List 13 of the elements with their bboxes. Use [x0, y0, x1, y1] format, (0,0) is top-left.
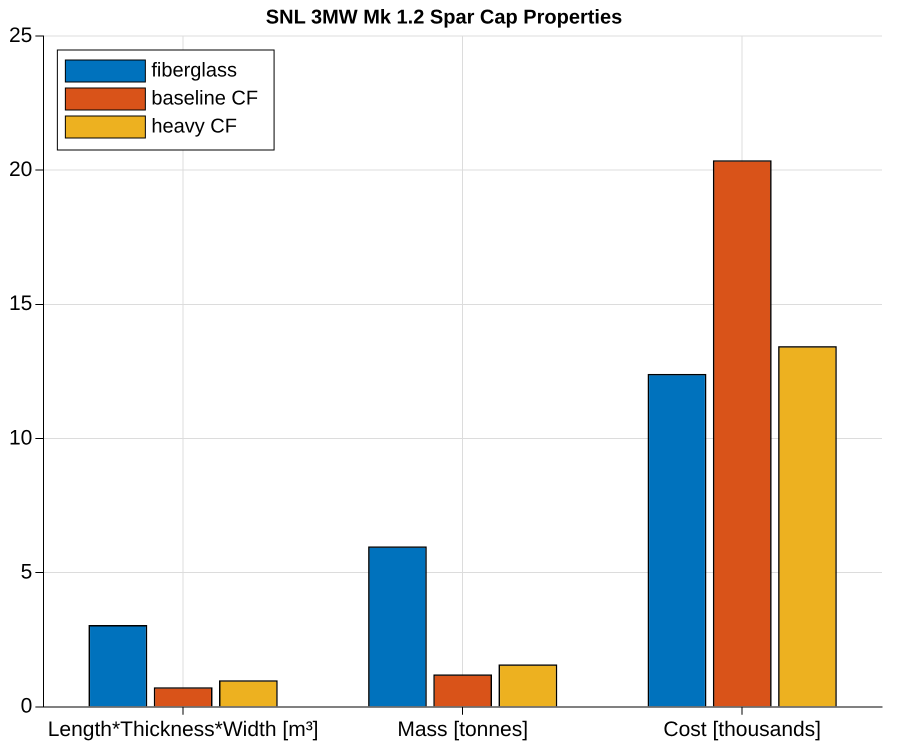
legend-label: heavy CF — [151, 116, 237, 138]
y-tick-label: 25 — [9, 24, 32, 47]
y-tick-label: 5 — [20, 560, 32, 584]
legend-label: fiberglass — [151, 60, 237, 82]
y-tick-label: 10 — [9, 426, 32, 450]
x-tick-label: Mass [tonnes] — [397, 718, 528, 742]
y-tick-label: 20 — [9, 158, 32, 181]
y-tick-label: 0 — [20, 694, 32, 718]
x-tick-label: Length*Thickness*Width [m³] — [48, 718, 319, 742]
x-tick-label: Cost [thousands] — [663, 718, 822, 742]
chart-title: SNL 3MW Mk 1.2 Spar Cap Properties — [266, 6, 622, 29]
legend-label: baseline CF — [151, 88, 258, 110]
y-tick-label: 15 — [9, 292, 32, 316]
